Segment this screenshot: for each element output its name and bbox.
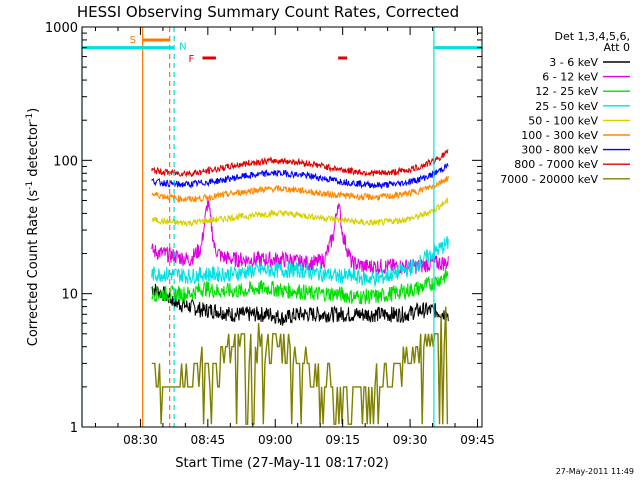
- saa-label: S: [130, 35, 136, 46]
- legend-label-8: 7000 - 20000 keV: [500, 173, 598, 186]
- x-axis-label: Start Time (27-May-11 08:17:02): [175, 456, 389, 471]
- series-line-7: [151, 149, 449, 178]
- series-line-0: [151, 283, 449, 326]
- x-tick-label-2: 09:00: [258, 433, 293, 447]
- chart-title: HESSI Observing Summary Count Rates, Cor…: [77, 3, 459, 21]
- x-tick-label-5: 09:45: [460, 433, 495, 447]
- y-axis-label-mid: detector: [26, 121, 41, 181]
- series-line-3: [151, 236, 449, 288]
- legend-title-line2: Att 0: [604, 41, 630, 54]
- footer-timestamp: 27-May-2011 11:49: [556, 467, 634, 476]
- legend-label-4: 50 - 100 keV: [528, 114, 598, 127]
- y-axis-label-main: Corrected Count Rate (s: [26, 190, 41, 347]
- plot-frame: [81, 26, 483, 428]
- legend-label-2: 12 - 25 keV: [535, 85, 598, 98]
- y-axis-label-end: ): [26, 108, 41, 113]
- series-line-6: [151, 163, 449, 190]
- y-axis-label-sup2: -1: [25, 113, 35, 122]
- x-tick-label-0: 08:30: [123, 433, 158, 447]
- y-tick-label-3: 1000: [45, 21, 78, 36]
- flare-label: F: [188, 54, 194, 65]
- legend-label-5: 100 - 300 keV: [521, 129, 598, 142]
- series-line-8: [151, 306, 449, 425]
- y-tick-label-0: 1: [70, 421, 78, 436]
- plot-layer: [151, 149, 449, 425]
- legend-label-7: 800 - 7000 keV: [514, 158, 598, 171]
- series-line-5: [151, 175, 449, 204]
- series-line-4: [151, 197, 449, 228]
- axis-layer: 08:30 08:45 09:00 09:15 09:30 09:45 1 10 100 1000: [45, 21, 495, 447]
- y-tick-label-2: 100: [53, 154, 78, 169]
- x-tick-label-1: 08:45: [191, 433, 226, 447]
- legend: Det 1,3,4,5,6, Att 0 3 - 6 keV 6 - 12 keV…: [500, 30, 630, 186]
- legend-label-0: 3 - 6 keV: [549, 56, 598, 69]
- night-label: N: [179, 42, 186, 53]
- legend-label-1: 6 - 12 keV: [542, 71, 598, 84]
- x-tick-label-4: 09:30: [393, 433, 428, 447]
- y-tick-label-1: 10: [61, 288, 78, 303]
- y-axis-label-sup1: -1: [25, 181, 35, 190]
- legend-label-6: 300 - 800 keV: [521, 144, 598, 157]
- y-axis-label: Corrected Count Rate (s-1 detector-1): [25, 108, 41, 346]
- series-line-2: [151, 267, 449, 305]
- legend-title-line1: Det 1,3,4,5,6,: [554, 30, 630, 43]
- x-tick-label-3: 09:15: [325, 433, 360, 447]
- legend-label-3: 25 - 50 keV: [535, 100, 598, 113]
